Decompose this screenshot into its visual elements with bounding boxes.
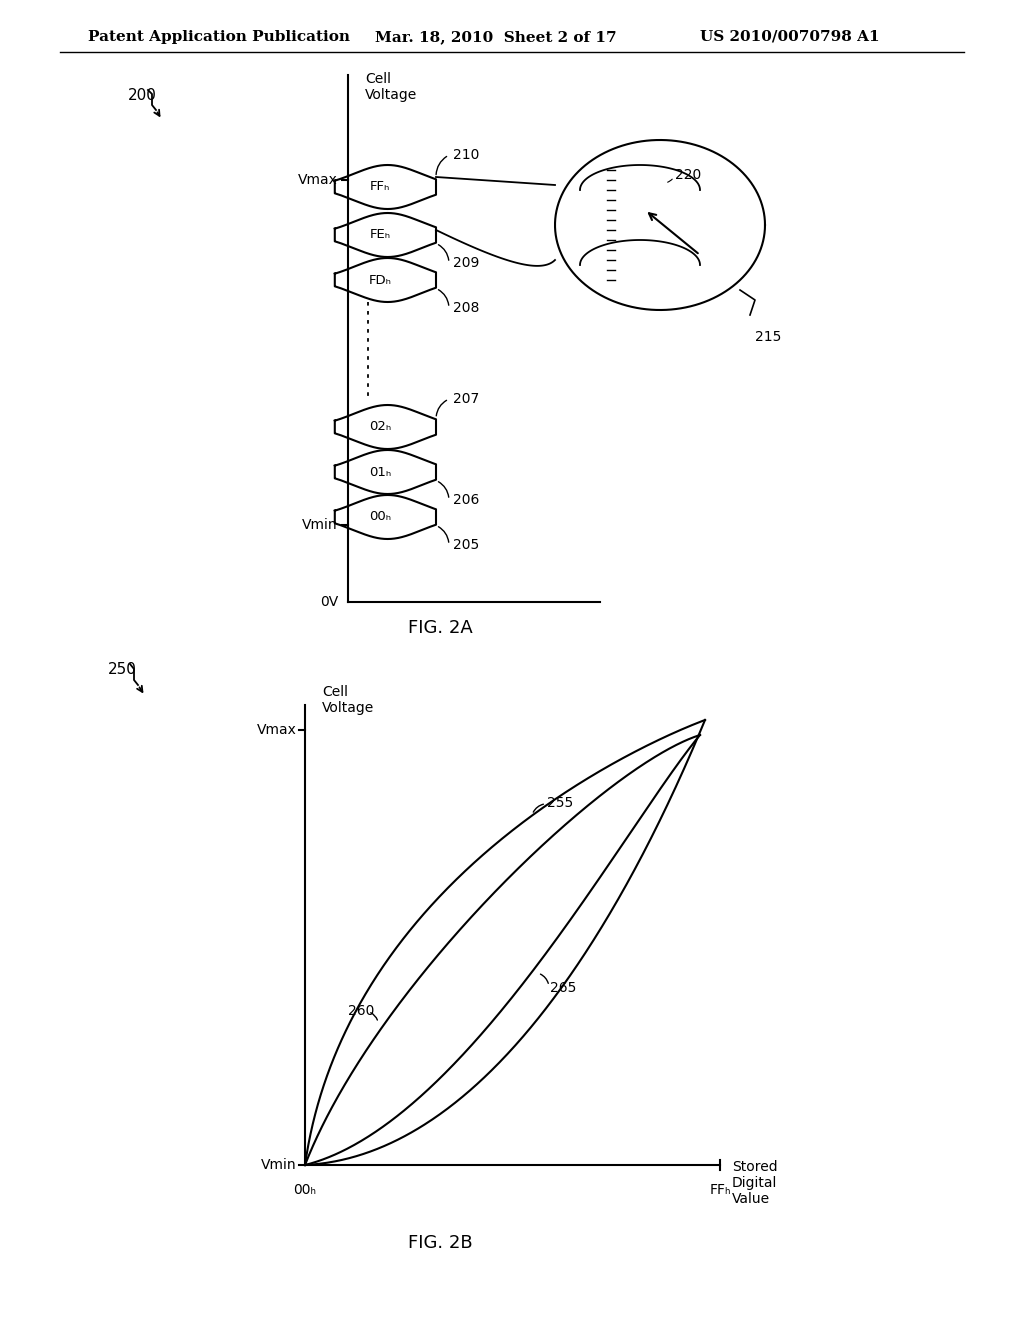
Text: 220: 220 — [675, 168, 701, 182]
Text: FIG. 2A: FIG. 2A — [408, 619, 472, 638]
Text: 210: 210 — [453, 148, 479, 162]
Text: 215: 215 — [755, 330, 781, 345]
Text: FIG. 2B: FIG. 2B — [408, 1234, 472, 1251]
Text: 200: 200 — [128, 88, 157, 103]
Text: Cell
Voltage: Cell Voltage — [365, 73, 417, 102]
Text: 206: 206 — [453, 492, 479, 507]
Text: 01ₕ: 01ₕ — [369, 466, 391, 479]
Text: 00ₕ: 00ₕ — [294, 1183, 316, 1197]
Text: 0V: 0V — [319, 595, 338, 609]
Text: 207: 207 — [453, 392, 479, 407]
Text: Stored
Digital
Value: Stored Digital Value — [732, 1160, 777, 1206]
Text: FFₕ: FFₕ — [710, 1183, 731, 1197]
Text: 208: 208 — [453, 301, 479, 315]
Text: 00ₕ: 00ₕ — [369, 511, 391, 524]
Text: 250: 250 — [108, 663, 137, 677]
Text: Patent Application Publication: Patent Application Publication — [88, 30, 350, 44]
Text: Cell
Voltage: Cell Voltage — [322, 685, 374, 715]
Text: Vmax: Vmax — [257, 723, 297, 737]
Text: 205: 205 — [453, 539, 479, 552]
Text: 209: 209 — [453, 256, 479, 271]
Text: FDₕ: FDₕ — [369, 273, 391, 286]
Text: Vmin: Vmin — [302, 517, 338, 532]
Text: Vmin: Vmin — [261, 1158, 297, 1172]
Text: US 2010/0070798 A1: US 2010/0070798 A1 — [700, 30, 880, 44]
Text: 260: 260 — [348, 1003, 375, 1018]
Text: 265: 265 — [550, 981, 577, 995]
Text: Mar. 18, 2010  Sheet 2 of 17: Mar. 18, 2010 Sheet 2 of 17 — [375, 30, 616, 44]
Text: 02ₕ: 02ₕ — [369, 421, 391, 433]
Text: FEₕ: FEₕ — [370, 228, 390, 242]
Text: 255: 255 — [547, 796, 573, 809]
Text: Vmax: Vmax — [298, 173, 338, 187]
Text: FFₕ: FFₕ — [370, 181, 390, 194]
